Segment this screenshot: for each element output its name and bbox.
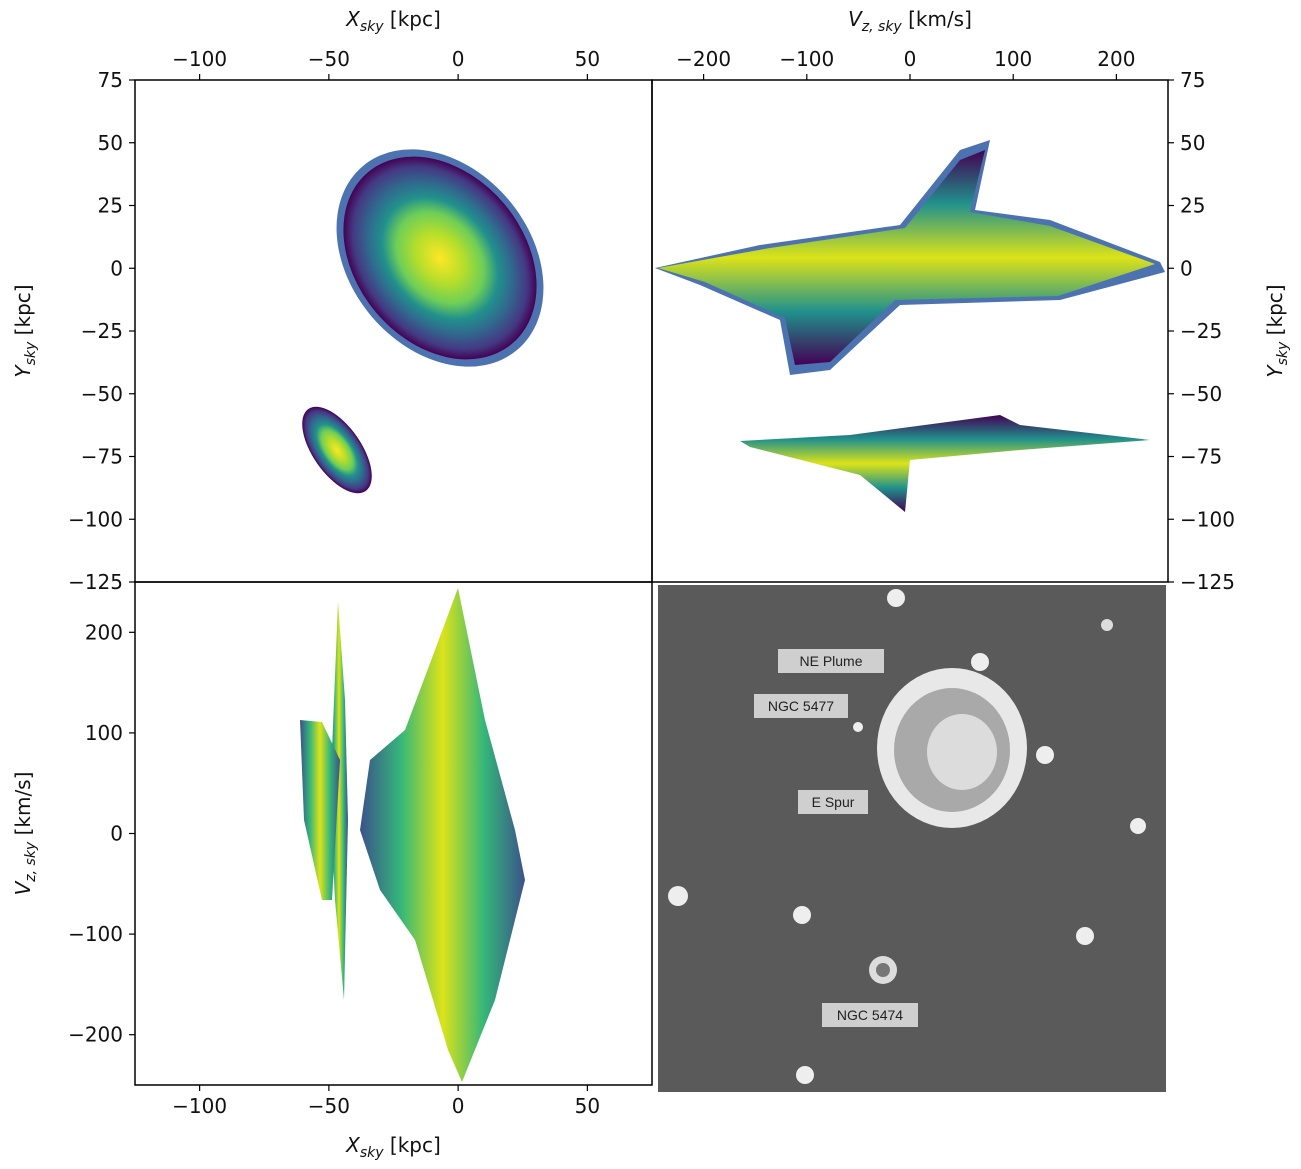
label-subscript: z, sky (23, 841, 39, 883)
y-tick-label: 200 (85, 620, 123, 644)
label-subscript: z, sky (861, 19, 903, 35)
y-tick-label: 50 (1180, 131, 1205, 155)
y-axis-label: Vz, sky [km/s] (11, 772, 39, 896)
label-subscript: sky (1275, 341, 1291, 365)
label-symbol: Y (11, 364, 35, 378)
x-tick-label: −100 (172, 1094, 227, 1118)
y-tick-label: −200 (68, 1023, 123, 1047)
label-subscript: sky (360, 19, 384, 35)
label-subscript: sky (23, 341, 39, 365)
label-unit: [kpc] (11, 284, 35, 341)
plot-frame (651, 79, 1169, 583)
y-tick-label: 75 (1180, 68, 1205, 92)
x-tick-label: −50 (308, 1094, 350, 1118)
label-symbol: V (848, 7, 863, 31)
label-symbol: X (345, 7, 361, 31)
label-subscript: sky (360, 1145, 384, 1161)
y-tick-label: −50 (1180, 382, 1222, 406)
x-tick-label: 0 (452, 1094, 465, 1118)
y-tick-label: −100 (68, 922, 123, 946)
x-axis-label: Xsky [kpc] (345, 1133, 441, 1161)
y-tick-label: −50 (81, 382, 123, 406)
image-label: NGC 5474 (837, 1007, 903, 1023)
y-tick-label: 100 (85, 721, 123, 745)
label-unit: [kpc] (384, 7, 441, 31)
label-unit: [kpc] (1263, 284, 1287, 341)
y-tick-label: 0 (110, 822, 123, 846)
density-map (655, 140, 1165, 512)
label-unit: [kpc] (384, 1133, 441, 1157)
y-tick-label: 25 (98, 194, 123, 218)
x-axis-label: Vz, sky [km/s] (848, 7, 972, 35)
y-axis-label: Ysky [kpc] (11, 284, 39, 377)
y-axis-label: Ysky [kpc] (1263, 284, 1291, 377)
label-symbol: X (345, 1133, 361, 1157)
image-label: E Spur (812, 794, 855, 810)
image-label: NE Plume (799, 653, 862, 669)
x-tick-label: 100 (994, 47, 1032, 71)
y-tick-label: −100 (1180, 507, 1235, 531)
density-map (302, 149, 544, 494)
y-tick-label: −125 (68, 570, 123, 594)
y-tick-label: −75 (81, 445, 123, 469)
y-tick-label: −100 (68, 507, 123, 531)
y-tick-label: 0 (1180, 256, 1193, 280)
y-tick-label: −25 (1180, 319, 1222, 343)
y-tick-label: 0 (110, 256, 123, 280)
x-tick-label: 50 (575, 1094, 600, 1118)
x-tick-label: −50 (308, 47, 350, 71)
y-tick-label: 75 (98, 68, 123, 92)
y-tick-label: −75 (1180, 445, 1222, 469)
label-symbol: V (11, 880, 35, 895)
label-unit: [km/s] (902, 7, 972, 31)
density-map (300, 588, 525, 1082)
x-tick-label: 200 (1097, 47, 1135, 71)
y-tick-label: 50 (98, 131, 123, 155)
label-symbol: Y (1263, 364, 1287, 378)
image-label: NGC 5477 (768, 698, 834, 714)
x-tick-label: −100 (172, 47, 227, 71)
label-unit: [km/s] (11, 772, 35, 842)
x-tick-label: 50 (575, 47, 600, 71)
x-tick-label: 0 (452, 47, 465, 71)
y-tick-label: 25 (1180, 194, 1205, 218)
x-tick-label: 0 (904, 47, 917, 71)
y-tick-label: −125 (1180, 570, 1235, 594)
sky-image: NE Plume NGC 5477 E Spur NGC 5474 (658, 585, 1166, 1092)
x-tick-label: −200 (676, 47, 731, 71)
x-tick-label: −100 (779, 47, 834, 71)
y-tick-label: −25 (81, 319, 123, 343)
x-axis-label: Xsky [kpc] (345, 7, 441, 35)
